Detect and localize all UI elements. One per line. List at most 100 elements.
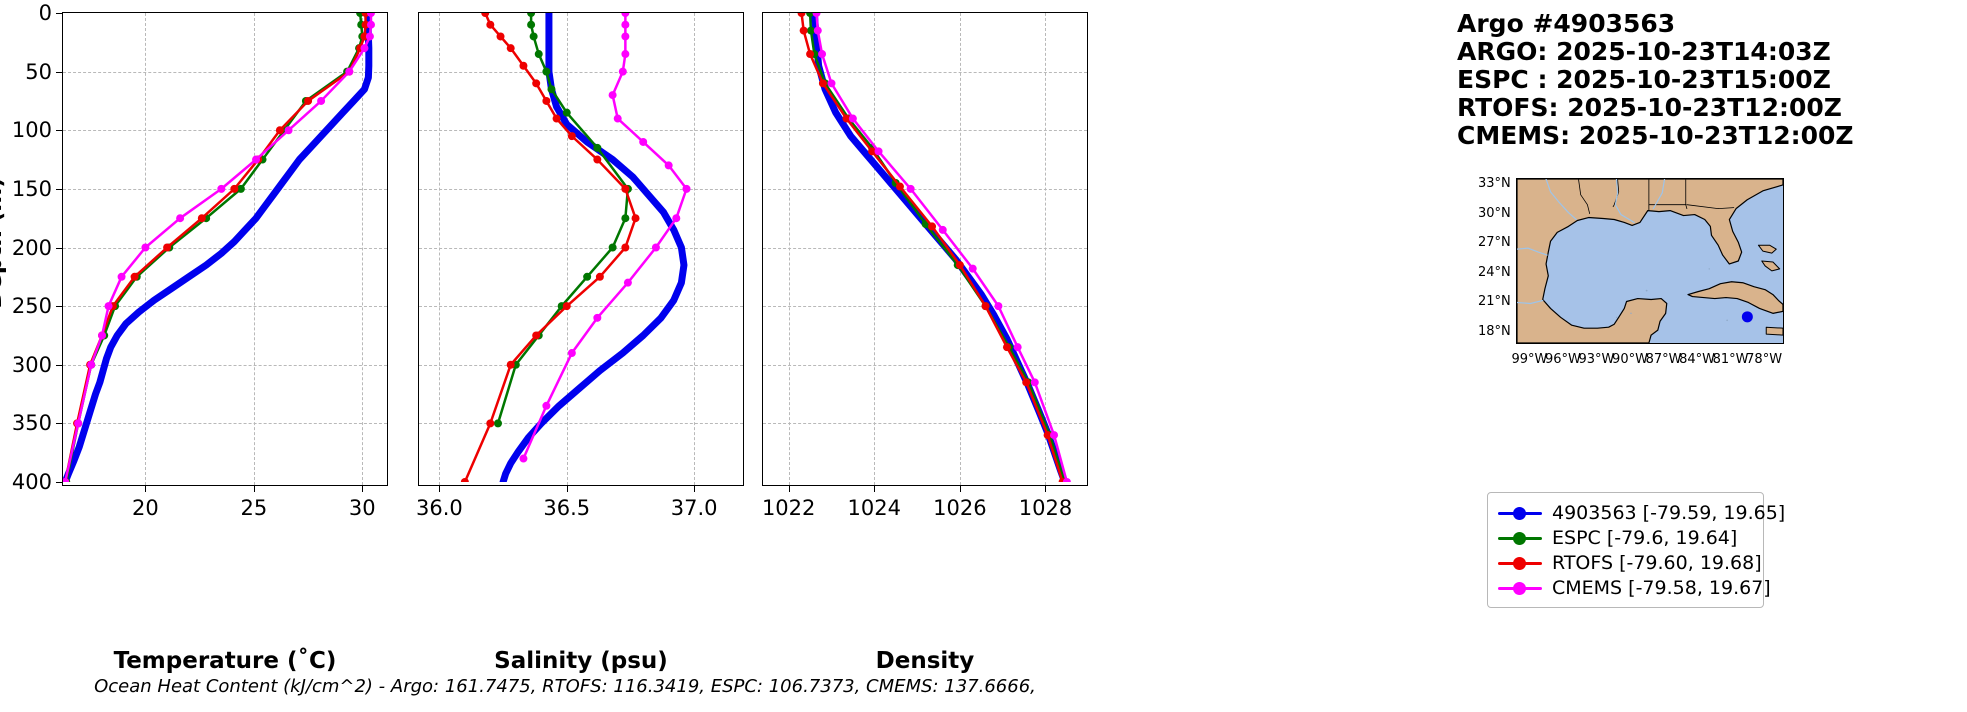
legend-item-cmems[interactable]: CMEMS [-79.58, 19.67] [1498, 575, 1771, 600]
map-lat-tick-minor [1516, 318, 1517, 320]
series-marker-CMEMS [621, 13, 630, 17]
series-marker-RTOFS [197, 214, 206, 223]
map-lon-tick-minor [1648, 343, 1650, 344]
float-position-marker[interactable] [1741, 311, 1753, 323]
map-lat-tick [1516, 244, 1517, 246]
x-tick [566, 485, 568, 492]
series-marker-CMEMS [176, 214, 185, 223]
map-lon-tick-minor [1581, 343, 1583, 344]
map-lon-label-3: 90°W [1612, 352, 1648, 367]
map-lat-label-5: 18°N [1478, 324, 1511, 340]
series-marker-RTOFS [562, 302, 571, 311]
series-marker-RTOFS [506, 360, 515, 369]
series-marker-CMEMS [623, 278, 632, 287]
political-border [1578, 179, 1591, 214]
legend-label-rtofs: RTOFS [-79.60, 19.68] [1552, 551, 1762, 574]
legend-item-rtofs[interactable]: RTOFS [-79.60, 19.68] [1498, 550, 1762, 575]
series-marker-CMEMS [994, 302, 1003, 311]
series-marker-RTOFS [532, 79, 541, 88]
series-line-ESPC [808, 13, 1066, 482]
series-marker-CMEMS [284, 126, 293, 135]
map-lat-tick-minor [1516, 289, 1517, 291]
series-marker-CMEMS [618, 67, 627, 76]
map-lat-tick-minor [1516, 200, 1517, 202]
map-lat-label-3: 24°N [1478, 264, 1511, 280]
map-lon-tick-minor [1681, 343, 1683, 344]
map-lon-tick [1597, 343, 1599, 344]
y-gridline [419, 306, 743, 308]
map-lat-label-1: 30°N [1478, 205, 1511, 221]
legend-item-argo[interactable]: 4903563 [-79.59, 19.65] [1498, 500, 1785, 525]
x-tick [439, 485, 441, 492]
temperature-profile-panel: 20 25 30 0 50 100 150 200 250 300 350 400 [12, 1, 388, 520]
series-marker-CMEMS [682, 184, 691, 193]
series-marker-CMEMS [1013, 343, 1022, 352]
series-marker-RTOFS [481, 13, 490, 17]
series-marker-RTOFS [895, 182, 904, 191]
y-tick [56, 306, 63, 308]
series-marker-RTOFS [496, 32, 505, 41]
series-marker-ESPC [621, 214, 630, 223]
series-overlay [797, 13, 1071, 482]
series-marker-CMEMS [664, 161, 673, 170]
x-tick-label-2: 1026 [933, 496, 987, 520]
series-marker-RTOFS [955, 261, 964, 270]
temperature-plot-area [63, 13, 387, 485]
series-marker-RTOFS [486, 20, 495, 29]
metadata-line-4: CMEMS: 2025-10-23T12:00Z [1457, 121, 1854, 150]
x-tick-label-0: 20 [132, 496, 159, 520]
series-marker-ESPC [527, 20, 536, 29]
metadata-line-3: RTOFS: 2025-10-23T12:00Z [1457, 93, 1842, 122]
salinity-axis-title: Salinity (psu) [494, 648, 668, 674]
series-marker-CMEMS [252, 155, 261, 164]
series-marker-ESPC [806, 26, 815, 35]
x-tick [694, 485, 696, 492]
map-frame [1516, 178, 1784, 344]
y-gridline [63, 364, 387, 366]
series-overlay [460, 13, 691, 482]
legend-item-espc[interactable]: ESPC [-79.6, 19.64] [1498, 525, 1753, 550]
series-marker-CMEMS [104, 302, 113, 311]
series-marker-RTOFS [981, 302, 990, 311]
series-marker-CMEMS [366, 13, 375, 17]
series-marker-CMEMS [818, 50, 827, 59]
metadata-line-2: ESPC : 2025-10-23T15:00Z [1457, 65, 1831, 94]
y-gridline [63, 306, 387, 308]
series-marker-CMEMS [968, 264, 977, 273]
y-gridline [763, 188, 1087, 190]
series-marker-CMEMS [360, 44, 369, 53]
series-marker-CMEMS [1050, 431, 1059, 440]
legend-label-cmems: CMEMS [-79.58, 19.67] [1552, 576, 1771, 599]
series-marker-CMEMS [217, 184, 226, 193]
map-lat-tick [1516, 215, 1517, 217]
map-lon-label-4: 87°W [1645, 352, 1682, 367]
density-axis-title: Density [875, 648, 975, 674]
series-marker-RTOFS [1022, 378, 1031, 387]
series-marker-CMEMS [906, 184, 915, 193]
map-lon-label-7: 78°W [1746, 352, 1783, 367]
map-lon-tick-minor [1547, 343, 1549, 344]
map-lon-label-6: 81°W [1712, 352, 1749, 367]
series-line-4903563 [810, 13, 1069, 482]
series-marker-CMEMS [812, 13, 821, 17]
y-tick [56, 423, 63, 425]
series-marker-CMEMS [98, 331, 107, 340]
series-marker-ESPC [529, 32, 538, 41]
map-lat-tick-minor [1516, 259, 1517, 261]
series-legend: 4903563 [-79.59, 19.65] ESPC [-79.6, 19.… [1487, 492, 1785, 608]
series-marker-CMEMS [365, 32, 374, 41]
river [1652, 179, 1666, 210]
series-marker-ESPC [608, 243, 617, 252]
series-marker-ESPC [236, 184, 245, 193]
y-gridline [63, 71, 387, 73]
temperature-axis-title: Temperature (˚C) [113, 648, 337, 674]
series-line-CMEMS [63, 13, 373, 482]
series-overlay [63, 13, 375, 482]
series-marker-ESPC [583, 272, 592, 281]
map-lat-tick [1516, 185, 1517, 187]
y-gridline [763, 364, 1087, 366]
y-tick [56, 482, 63, 483]
y-tick [56, 364, 63, 366]
andros-landmass [1761, 260, 1781, 272]
y-tick-label-6: 300 [11, 352, 52, 377]
